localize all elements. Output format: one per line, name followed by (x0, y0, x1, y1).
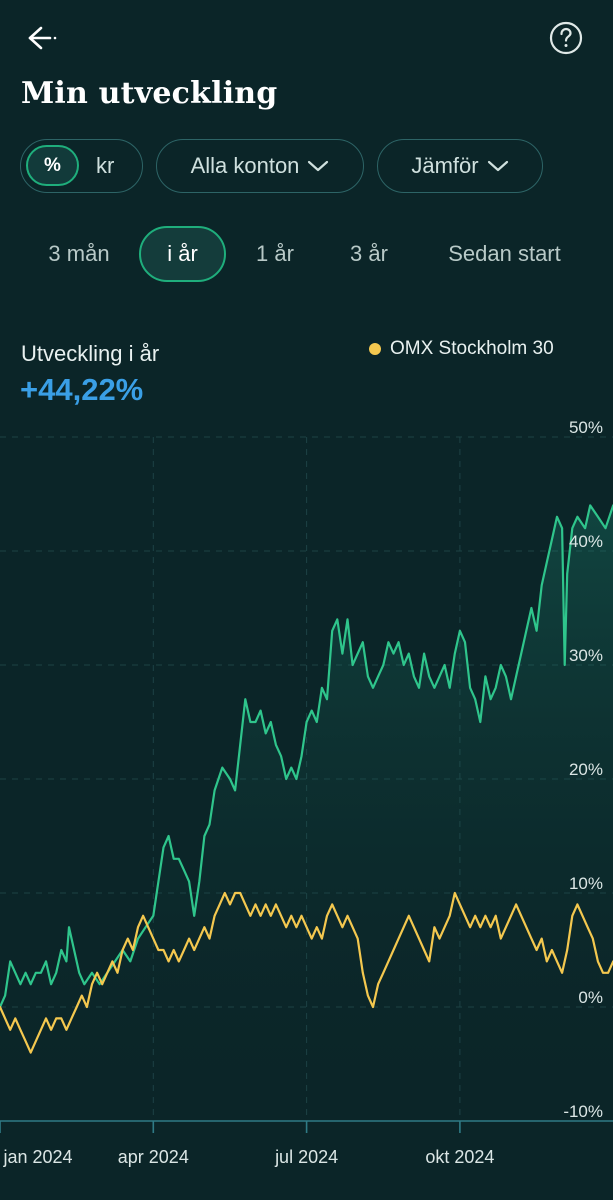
y-tick-label: 30% (569, 646, 603, 665)
legend-dot-icon (369, 343, 381, 355)
chevron-down-icon (308, 160, 329, 172)
y-tick-label: 10% (569, 874, 603, 893)
unit-toggle[interactable]: % kr (20, 139, 143, 193)
series-line-benchmark (0, 891, 613, 1054)
x-tick-label: jan 2024 (2, 1147, 72, 1167)
performance-value: +44,22% (20, 372, 144, 407)
accounts-dropdown[interactable]: Alla konton (156, 139, 364, 193)
range-this-year[interactable]: i år (139, 226, 226, 282)
unit-option-kr[interactable]: kr (96, 152, 115, 178)
page-title: Min utveckling (21, 76, 278, 111)
y-tick-label: -10% (563, 1102, 603, 1121)
top-bar (0, 0, 613, 78)
unit-option-percent[interactable]: % (26, 145, 79, 186)
x-tick-label: jul 2024 (274, 1147, 338, 1167)
portfolio-area (0, 505, 613, 1121)
x-tick-label: okt 2024 (425, 1147, 494, 1167)
legend-label-benchmark: OMX Stockholm 30 (390, 338, 554, 359)
performance-label: Utveckling i år (21, 341, 160, 366)
question-circle-icon[interactable] (548, 20, 584, 56)
y-tick-label: 20% (569, 760, 603, 779)
series-line-portfolio (0, 504, 613, 1009)
accounts-dropdown-label: Alla konton (190, 153, 300, 178)
y-tick-label: 40% (569, 532, 603, 551)
range-since-start[interactable]: Sedan start (448, 241, 561, 266)
chart-legend: OMX Stockholm 30 (369, 338, 554, 360)
range-3-years[interactable]: 3 år (350, 241, 388, 266)
y-tick-label: 0% (578, 988, 603, 1007)
y-tick-label: 50% (569, 420, 603, 437)
arrow-left-icon[interactable] (24, 22, 60, 54)
performance-chart[interactable]: -10% 0% 10% 20% 30% 40% 50% jan 2024 apr 2024 jul… (0, 420, 613, 1200)
range-1-year[interactable]: 1 år (256, 241, 294, 266)
compare-dropdown[interactable]: Jämför (377, 139, 543, 193)
x-tick-label: apr 2024 (118, 1147, 189, 1167)
chevron-down-icon (487, 160, 508, 172)
compare-dropdown-label: Jämför (411, 153, 479, 178)
range-3-months[interactable]: 3 mån (48, 241, 110, 266)
